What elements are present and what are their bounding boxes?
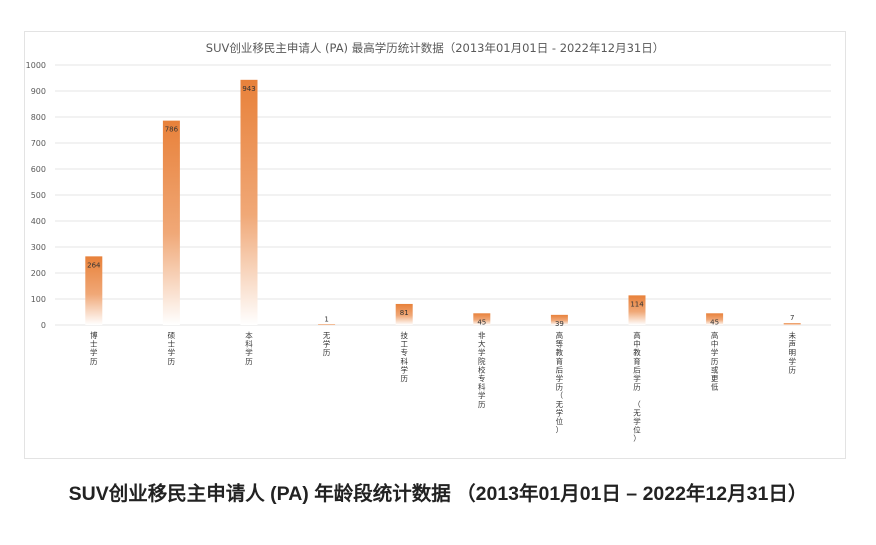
figure-caption: SUV创业移民主申请人 (PA) 年龄段统计数据 （2013年01月01日 – … [68,483,808,505]
x-tick-label: 非大学院校专科学历 [478,330,486,409]
x-tick-label: 无学历 [323,331,331,357]
bar-chart: 0 100 200 300 400 500 600 700 800 900 1000 264 786 9… [26,61,831,443]
y-tick-label: 700 [31,139,46,148]
data-label: 45 [710,318,719,326]
data-label: 45 [477,318,486,326]
x-tick-label: 高中教育后学历 （无学位） [633,330,641,443]
data-label: 1 [324,316,328,324]
y-tick-label: 100 [31,295,46,304]
chart-title: SUV创业移民主申请人 (PA) 最高学历统计数据（2013年01月01日 - … [205,41,665,55]
x-tick-label: 未声明学历 [788,330,796,374]
bar [318,324,336,325]
data-label: 264 [87,261,101,269]
bar [85,256,103,325]
bar [240,79,258,325]
data-label: 39 [555,320,564,328]
bar [706,313,724,325]
y-tick-label: 600 [31,165,46,174]
category-labels: 博士学历 硕士学历 本科学历 无学历 技工专科学历 非大学院校专科学历 高等教育后学历（无学… [90,330,796,443]
x-tick-label: 硕士学历 [168,331,176,366]
y-tick-label: 800 [31,113,46,122]
y-tick-label: 1000 [26,61,46,70]
data-label: 943 [242,85,255,93]
x-tick-label: 高中学历或更低 [711,330,719,392]
y-tick-label: 0 [41,321,46,330]
x-tick-label: 技工专科学历 [400,330,408,383]
bar [550,314,568,325]
bar [162,120,180,325]
y-tick-label: 300 [31,243,46,252]
y-tick-label: 200 [31,269,46,278]
data-label: 786 [165,126,179,134]
chart-card: SUV创业移民主申请人 (PA) 最高学历统计数据（2013年01月01日 - … [24,31,846,459]
bar [473,313,491,325]
data-label: 114 [630,300,644,308]
bars: 264 786 943 1 81 45 39 114 45 7 [85,79,801,328]
x-tick-label: 博士学历 [90,330,98,366]
x-tick-label: 本科学历 [245,330,253,366]
bar [783,323,801,325]
data-label: 7 [790,314,794,322]
y-tick-label: 400 [31,217,46,226]
data-label: 81 [400,309,409,317]
y-tick-label: 900 [31,87,46,96]
x-tick-label: 高等教育后学历（无学位） [556,330,564,435]
y-tick-label: 500 [31,191,46,200]
gridlines [55,64,831,326]
y-axis: 0 100 200 300 400 500 600 700 800 900 1000 [26,61,46,330]
bar [628,295,646,325]
bar [395,303,413,325]
